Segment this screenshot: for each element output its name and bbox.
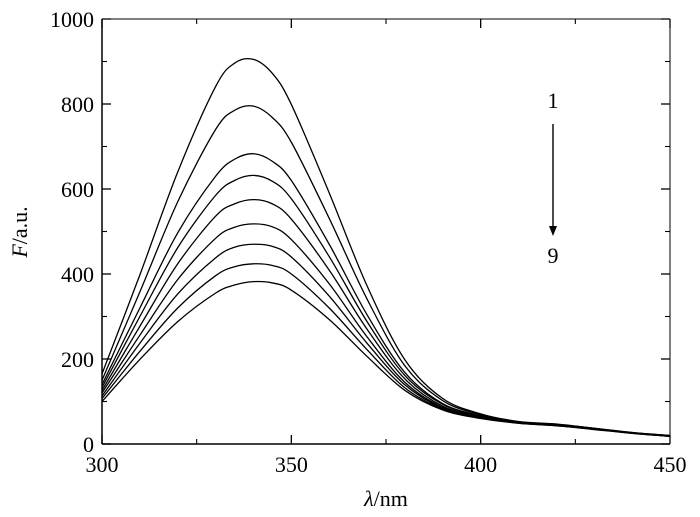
series-line-6 [101,223,671,437]
x-axis-title: λ/nm [363,486,408,511]
series-line-4 [101,174,671,437]
y-tick-labels: 0 200 400 600 800 1000 [50,7,94,457]
annotation-arrow-head [549,226,557,236]
annotation-start-label: 1 [548,88,559,113]
y-tick-label: 1000 [50,7,94,32]
x-tick-label: 450 [654,452,687,477]
axis-ticks [101,18,671,445]
series-line-1 [101,57,671,437]
x-tick-label: 300 [86,452,119,477]
annotation-end-label: 9 [548,243,559,268]
series-line-5 [101,198,671,437]
plot-frame [101,18,671,445]
y-tick-label: 0 [83,432,94,457]
trend-annotation: 1 9 [548,88,559,268]
y-tick-label: 600 [61,177,94,202]
series-lines [101,57,671,437]
x-tick-labels: 300 350 400 450 [86,452,687,477]
x-tick-label: 350 [275,452,308,477]
series-line-7 [101,243,671,437]
y-axis-title: F/a.u. [7,206,32,258]
y-tick-label: 400 [61,262,94,287]
y-tick-label: 200 [61,347,94,372]
series-line-2 [101,105,671,437]
x-tick-label: 400 [464,452,497,477]
y-tick-label: 800 [61,92,94,117]
series-line-9 [101,280,671,437]
series-line-3 [101,153,671,437]
